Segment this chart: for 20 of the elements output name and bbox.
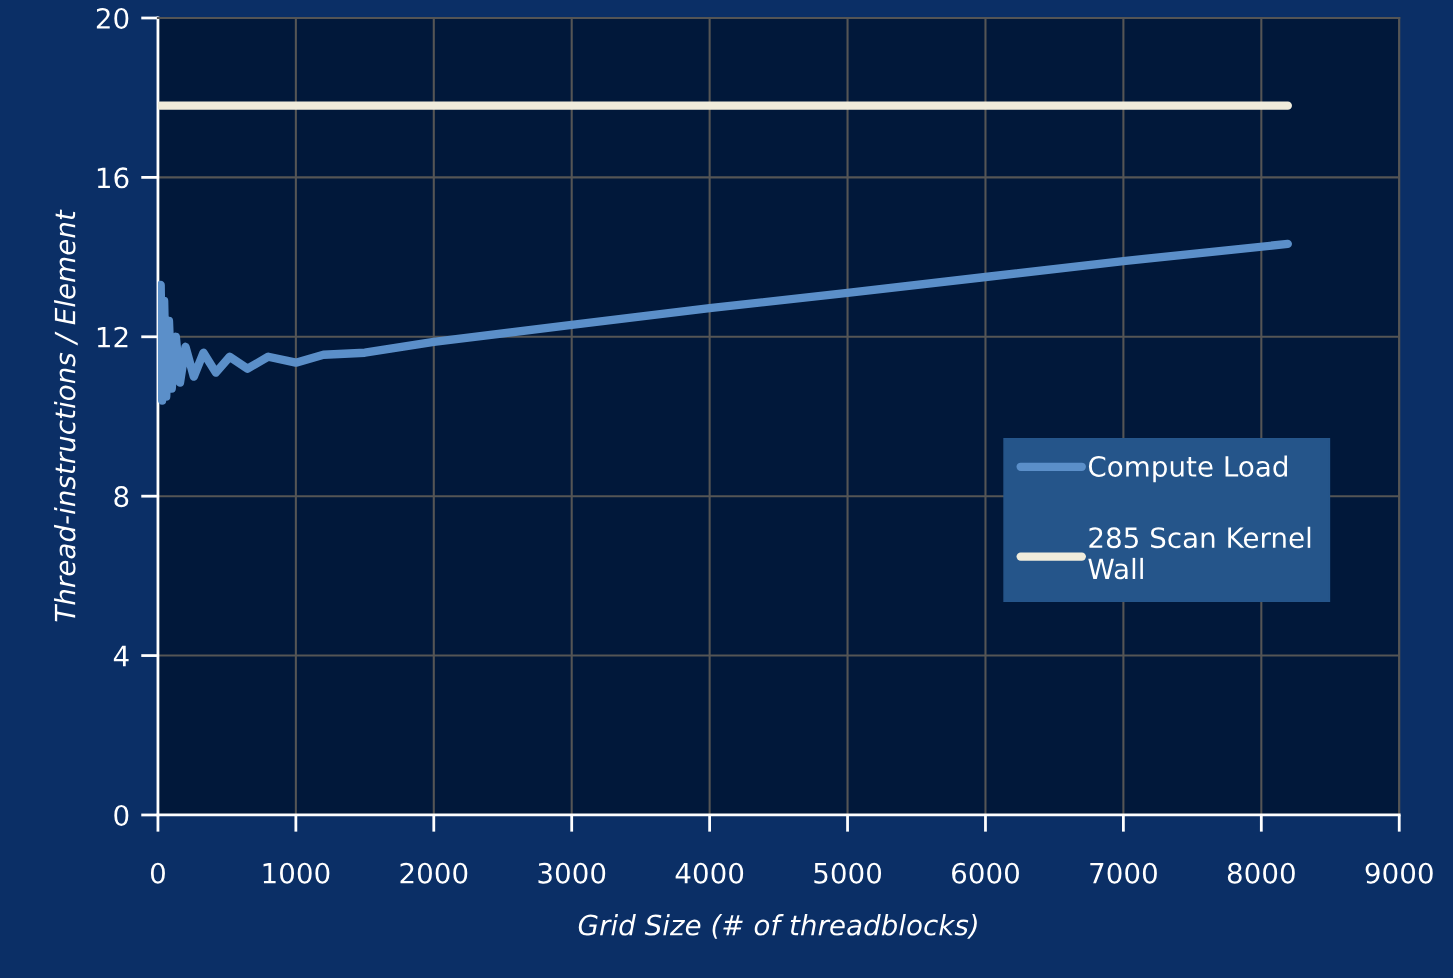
x-tick-label: 5000 <box>814 862 882 884</box>
y-axis-title: Thread-instructions / Element <box>54 209 78 622</box>
y-tick-label: 20 <box>96 7 129 29</box>
legend-label: 285 Scan Kernel Wall <box>1088 526 1311 580</box>
x-tick-label: 7000 <box>1090 862 1157 884</box>
x-tick-label: 1000 <box>263 862 330 884</box>
x-tick-label: 4000 <box>675 862 744 884</box>
x-tick-label: 3000 <box>538 862 606 884</box>
x-tick-label: 8000 <box>1227 862 1295 884</box>
y-tick-label: 16 <box>97 167 129 189</box>
legend-label: Compute Load <box>1088 455 1287 483</box>
y-tick-label: 8 <box>114 486 129 508</box>
x-tick-label: 2000 <box>400 862 468 884</box>
y-tick-label: 4 <box>113 645 129 667</box>
x-axis-title: Grid Size (# of threadblocks) <box>578 914 977 939</box>
x-tick-label: 6000 <box>952 862 1019 884</box>
x-tick-label: 9000 <box>1365 862 1433 884</box>
x-tick-label: 0 <box>150 862 165 884</box>
y-tick-label: 0 <box>114 804 129 826</box>
y-tick-label: 12 <box>97 326 128 348</box>
